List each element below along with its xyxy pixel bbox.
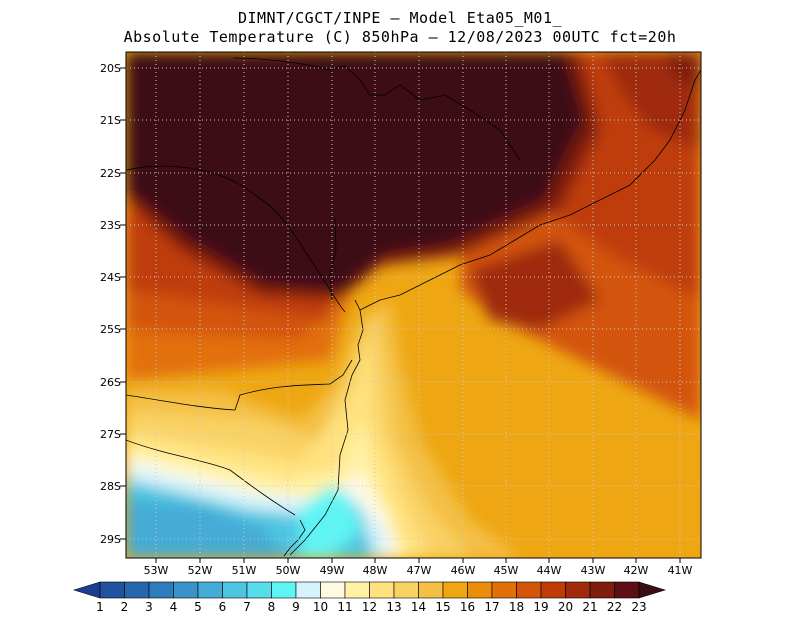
colorbar-box: [393, 581, 419, 599]
lat-label: 23S: [100, 219, 121, 232]
colorbar-label: 22: [607, 600, 622, 614]
lon-label: 48W: [363, 564, 388, 577]
colorbar-label: 10: [313, 600, 328, 614]
colorbar-label: 23: [631, 600, 646, 614]
political-borders: [126, 57, 701, 557]
lon-label: 49W: [320, 564, 345, 577]
colorbar-box: [99, 581, 125, 599]
colorbar-over-arrow: [638, 581, 667, 599]
colorbar-label: 13: [386, 600, 401, 614]
colorbar-label: 6: [219, 600, 227, 614]
colorbar-box: [467, 581, 493, 599]
lat-label: 22S: [100, 167, 121, 180]
colorbar-box: [540, 581, 566, 599]
colorbar-box: [418, 581, 444, 599]
graticule: [126, 52, 701, 558]
temperature-field: [126, 52, 701, 558]
lon-label: 51W: [232, 564, 257, 577]
title-line-2: Absolute Temperature (C) 850hPa — 12/08/…: [123, 28, 677, 46]
lon-label: 43W: [581, 564, 606, 577]
colorbar-box: [222, 581, 248, 599]
colorbar-box: [369, 581, 395, 599]
lat-label: 25S: [100, 323, 121, 336]
colorbar-box: [124, 581, 150, 599]
colorbar-box: [565, 581, 591, 599]
colorbar-label: 5: [194, 600, 202, 614]
lat-label: 26S: [100, 376, 121, 389]
lat-label: 28S: [100, 480, 121, 493]
colorbar-box: [148, 581, 174, 599]
lon-label: 52W: [188, 564, 213, 577]
colorbar-label: 7: [243, 600, 251, 614]
colorbar-label: 12: [362, 600, 377, 614]
colorbar-label: 9: [292, 600, 300, 614]
lon-label: 50W: [276, 564, 301, 577]
colorbar-label: 2: [121, 600, 129, 614]
lon-label: 41W: [668, 564, 693, 577]
lon-label: 42W: [624, 564, 649, 577]
latitude-axis: 20S 21S 22S 23S 24S 25S 26S 27S 28S 29S: [100, 62, 126, 546]
colorbar-box: [246, 581, 272, 599]
colorbar-box: [320, 581, 346, 599]
map-frame: [125, 51, 702, 559]
colorbar-label: 15: [435, 600, 450, 614]
colorbar-label: 8: [268, 600, 276, 614]
colorbar-label: 19: [533, 600, 548, 614]
longitude-axis: 53W 52W 51W 50W 49W 48W 47W 46W 45W 44W …: [144, 558, 693, 577]
lon-label: 47W: [407, 564, 432, 577]
colorbar-box: [173, 581, 199, 599]
colorbar-label: 17: [484, 600, 499, 614]
colorbar: 1 2 3 4 5 6 7 8 9 10 11 12 13 14 15 16 17 18 19 20 21 22 23: [72, 581, 667, 614]
colorbar-box: [442, 581, 468, 599]
lat-label: 27S: [100, 428, 121, 441]
lat-label: 21S: [100, 114, 121, 127]
colorbar-box: [344, 581, 370, 599]
lat-label: 29S: [100, 533, 121, 546]
colorbar-box: [197, 581, 223, 599]
lon-label: 44W: [537, 564, 562, 577]
colorbar-label: 20: [558, 600, 573, 614]
lon-label: 45W: [494, 564, 519, 577]
colorbar-under-arrow: [72, 581, 101, 599]
lat-label: 20S: [100, 62, 121, 75]
colorbar-box: [516, 581, 542, 599]
colorbar-box: [271, 581, 297, 599]
colorbar-box: [295, 581, 321, 599]
colorbar-label: 1: [96, 600, 104, 614]
lon-label: 53W: [144, 564, 169, 577]
colorbar-label: 14: [411, 600, 426, 614]
colorbar-box: [589, 581, 615, 599]
colorbar-label: 21: [582, 600, 597, 614]
colorbar-label: 16: [460, 600, 475, 614]
title-line-1: DIMNT/CGCT/INPE — Model Eta05_M01_: [237, 9, 563, 27]
lat-label: 24S: [100, 271, 121, 284]
colorbar-label: 18: [509, 600, 524, 614]
colorbar-label: 11: [337, 600, 352, 614]
colorbar-box: [614, 581, 640, 599]
colorbar-label: 3: [145, 600, 153, 614]
colorbar-label: 4: [170, 600, 178, 614]
colorbar-box: [491, 581, 517, 599]
lon-label: 46W: [451, 564, 476, 577]
